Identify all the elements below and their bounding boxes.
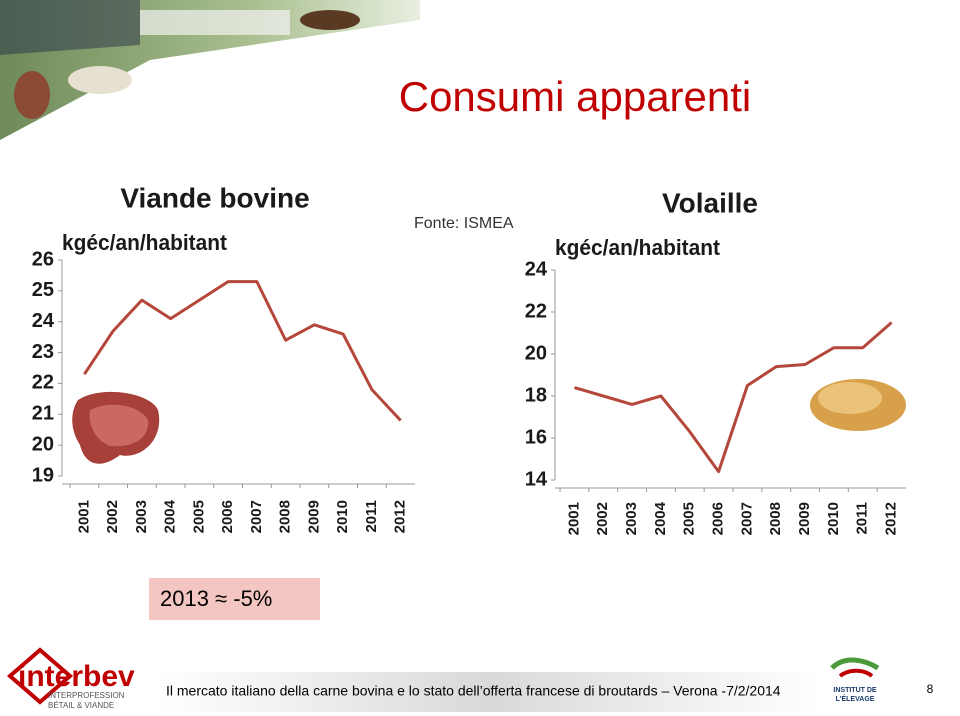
- x-tick-label: 2004: [652, 501, 669, 535]
- x-tick-label: 2007: [248, 500, 265, 533]
- y-tick-label: 19: [32, 464, 54, 486]
- y-tick-label: 24: [525, 258, 548, 280]
- x-tick-label: 2012: [392, 500, 409, 533]
- x-tick-label: 2010: [334, 500, 351, 533]
- highlight-box: [149, 578, 320, 620]
- banner-bull: [14, 71, 50, 119]
- y-tick-label: 14: [525, 468, 548, 490]
- x-tick-label: 2009: [796, 502, 813, 535]
- data-line: [83, 280, 402, 422]
- source: Fonte: ISMEA: [414, 215, 514, 232]
- x-tick-label: 2011: [363, 500, 380, 533]
- x-tick-label: 2005: [681, 502, 698, 535]
- x-tick-label: 2012: [883, 502, 900, 535]
- x-tick-label: 2004: [162, 499, 179, 533]
- logo-right: L'ÉLEVAGE: [836, 694, 875, 703]
- logo-left-sub: BÉTAIL & VIANDE: [48, 701, 114, 710]
- footer-bar: [160, 672, 820, 712]
- y-tick-label: 16: [525, 426, 547, 448]
- logo-right: INSTITUT DE: [833, 687, 876, 694]
- x-tick-label: 2001: [75, 500, 92, 533]
- y-tick-label: 20: [32, 433, 54, 455]
- logo-left: interbev: [18, 660, 135, 693]
- banner-animals: [0, 0, 140, 55]
- logo-interbev: interbev INTERPROFESSION BÉTAIL & VIANDE: [6, 647, 135, 710]
- x-tick-label: 2008: [277, 500, 294, 533]
- x-tick-label: 2002: [594, 502, 611, 535]
- x-tick-label: 2001: [565, 502, 582, 535]
- logo-left-sub: INTERPROFESSION: [48, 691, 125, 700]
- chicken-image: [810, 379, 906, 431]
- x-tick-label: 2011: [854, 502, 871, 535]
- x-tick-label: 2010: [825, 502, 842, 535]
- highlight-text: 2013 ≈ -5%: [160, 586, 272, 611]
- y-tick-label: 21: [32, 403, 54, 425]
- x-tick-label: 2003: [133, 500, 150, 533]
- y-tick-label: 18: [525, 384, 547, 406]
- data-line: [573, 321, 893, 474]
- meat-image: [72, 391, 160, 464]
- x-tick-label: 2008: [767, 502, 784, 535]
- x-tick-label: 2003: [623, 502, 640, 535]
- slide-title: Consumi apparenti: [399, 73, 752, 120]
- x-tick-label: 2006: [710, 502, 727, 535]
- page-number: 8: [927, 682, 934, 696]
- y-tick-label: 22: [32, 372, 54, 394]
- chart-title: Volaille: [662, 187, 758, 218]
- y-axis-label: kgéc/an/habitant: [555, 235, 721, 260]
- logo-institut: INSTITUT DE L'ÉLEVAGE: [830, 657, 880, 703]
- banner-sheep: [68, 66, 132, 94]
- y-tick-label: 23: [32, 341, 54, 363]
- x-tick-label: 2006: [219, 500, 236, 533]
- chart-title: Viande bovine: [120, 182, 309, 213]
- x-tick-label: 2005: [190, 500, 207, 533]
- y-tick-label: 25: [32, 279, 54, 301]
- banner-horses: [300, 10, 360, 30]
- x-tick-label: 2009: [305, 500, 322, 533]
- x-tick-label: 2002: [104, 500, 121, 533]
- y-tick-label: 22: [525, 300, 547, 322]
- y-axis-label: kgéc/an/habitant: [62, 230, 228, 255]
- banner-cows: [140, 10, 290, 35]
- x-tick-label: 2007: [738, 502, 755, 535]
- footer-text: Il mercato italiano della carne bovina e…: [166, 683, 781, 699]
- y-tick-label: 26: [32, 248, 54, 270]
- y-tick-label: 24: [32, 310, 55, 332]
- y-tick-label: 20: [525, 342, 547, 364]
